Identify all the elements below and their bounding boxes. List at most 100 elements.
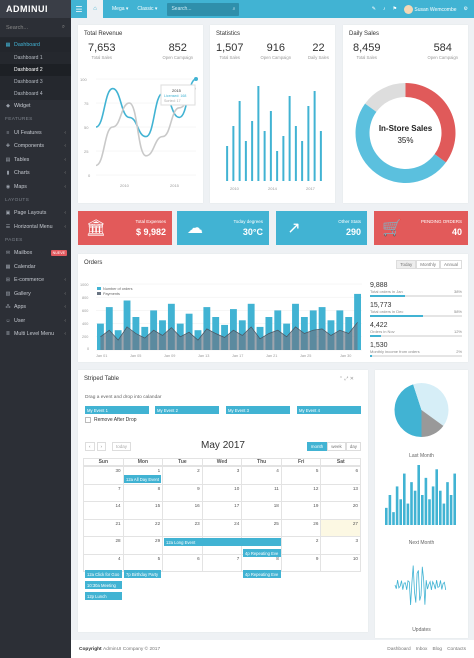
calendar-day-cell[interactable]: 4 <box>242 467 282 485</box>
tab-annual[interactable]: Annual <box>439 260 462 269</box>
draggable-event[interactable]: My Event 1 <box>85 406 149 414</box>
calendar-event[interactable]: 12a All Day Event <box>124 475 161 483</box>
calendar-day-cell[interactable]: 25 <box>242 519 282 537</box>
footer-link-blog[interactable]: Blog <box>432 646 443 652</box>
footer-link-contacts[interactable]: Contacts <box>447 646 466 652</box>
sidebar-item-page-layouts[interactable]: ▣ Page Layouts ‹ <box>5 210 66 217</box>
calendar-event[interactable]: 12p Lunch <box>85 592 122 600</box>
sidebar-item-multi-level-menu[interactable]: ≣ Multi Level Menu ‹ <box>5 331 66 338</box>
calendar-day-cell[interactable]: 7 <box>202 554 243 572</box>
next-month-button[interactable]: › <box>96 442 106 451</box>
calendar-day-cell[interactable]: 24 <box>202 519 243 537</box>
search-icon[interactable]: ⌕ <box>61 24 65 30</box>
calendar-event[interactable]: 4p Repeating Eve <box>243 549 281 557</box>
sidebar-item-tables[interactable]: ▤ Tables ‹ <box>5 156 66 163</box>
sidebar-search[interactable]: Search... ⌕ <box>0 18 71 38</box>
checkbox[interactable] <box>85 417 91 423</box>
calendar-event[interactable]: 12a Long Event <box>164 538 281 546</box>
sidebar-item-charts[interactable]: ▮ Charts ‹ <box>6 170 66 177</box>
brand-logo[interactable]: ADMINUI <box>0 0 71 18</box>
classic-menu[interactable]: Classic ▾ <box>137 6 158 12</box>
kpi-total-expenses[interactable]: 🏛 Total Expenses $ 9,982 <box>78 211 172 245</box>
tab-monthly[interactable]: Monthly <box>416 260 440 269</box>
sidebar-item-user[interactable]: ☺ User ‹ <box>5 317 66 324</box>
calendar-day-cell[interactable]: 10 <box>321 554 361 572</box>
search-icon[interactable]: ⌕ <box>232 6 236 12</box>
calendar-day-cell[interactable]: 3 <box>202 467 243 485</box>
hamburger-icon[interactable]: ☰ <box>75 4 83 14</box>
footer-link-inbox[interactable]: Inbox <box>415 646 428 652</box>
sidebar-item-horizontal-menu[interactable]: ☰ Horizontal Menu ‹ <box>5 223 66 230</box>
calendar-day-cell[interactable]: 29 <box>123 537 164 555</box>
topbar-search-input[interactable]: Search... <box>171 6 192 12</box>
view-week[interactable]: week <box>327 442 346 451</box>
calendar-day-cell[interactable]: 15 <box>123 502 164 520</box>
sidebar-item-dashboard-2[interactable]: Dashboard 2 <box>0 63 71 76</box>
flag-icon[interactable]: ⚑ <box>392 6 397 12</box>
draggable-event[interactable]: My Event 3 <box>226 406 290 414</box>
mega-menu[interactable]: Mega ▾ <box>112 6 129 12</box>
calendar-day-cell[interactable]: 17 <box>202 502 243 520</box>
calendar-day-cell[interactable]: 16 <box>163 502 203 520</box>
sidebar-search-input[interactable]: Search... <box>6 24 29 31</box>
settings-icon[interactable]: ⚙ <box>463 6 468 12</box>
calendar-day-cell[interactable]: 20 <box>321 502 361 520</box>
draggable-event[interactable]: My Event 4 <box>297 406 361 414</box>
sidebar-item-gallery[interactable]: ▧ Gallery ‹ <box>5 290 66 297</box>
calendar-day-cell[interactable]: 10 <box>202 484 243 502</box>
calendar-day-cell[interactable]: 12 <box>281 484 322 502</box>
calendar-day-cell[interactable]: 11 <box>242 484 282 502</box>
remove-after-drop[interactable]: Remove After Drop <box>85 417 137 423</box>
calendar-day-cell[interactable]: 6 <box>321 467 361 485</box>
topbar-search[interactable]: Search... ⌕ <box>167 2 240 16</box>
sidebar-item-ui-features[interactable]: ≡ UI Features ‹ <box>6 129 66 136</box>
calendar-day-cell[interactable]: 9 <box>163 484 203 502</box>
sidebar-item-dashboard[interactable]: ▦ Dashboard <box>0 38 71 52</box>
kpi-today-degrees[interactable]: ☁ Today degrees 30°C <box>177 211 269 245</box>
calendar-day-cell[interactable]: 26 <box>281 519 322 537</box>
tab-today[interactable]: Today <box>396 260 417 269</box>
calendar-day-cell[interactable]: 18 <box>242 502 282 520</box>
kpi-pending-orders[interactable]: 🛒 PENDING ORDERS 40 <box>374 211 468 245</box>
calendar-day-cell[interactable]: 28 <box>84 537 124 555</box>
calendar-event[interactable]: 4p Repeating Eve <box>243 570 281 578</box>
sidebar-item-widget[interactable]: ◆ Widget <box>6 103 31 110</box>
calendar-day-cell[interactable]: 5 <box>281 467 322 485</box>
sidebar-item-ecommerce[interactable]: ⊞ E-commerce ‹ <box>5 277 66 284</box>
calendar-day-cell[interactable]: 30 <box>84 467 124 485</box>
calendar-day-cell[interactable]: 22 <box>123 519 164 537</box>
calendar-day-cell[interactable]: 14 <box>84 502 124 520</box>
sidebar-item-dashboard-1[interactable]: Dashboard 1 <box>0 51 71 64</box>
draggable-event[interactable]: My Event 2 <box>155 406 219 414</box>
sidebar-item-maps[interactable]: ◉ Maps ‹ <box>5 183 66 190</box>
home-icon[interactable]: ⌂ <box>87 0 103 18</box>
calendar-day-cell[interactable]: 19 <box>281 502 322 520</box>
footer-link-dashboard[interactable]: Dashboard <box>387 646 411 652</box>
calendar-day-cell[interactable]: 9 <box>281 554 322 572</box>
calendar-day-cell[interactable]: 23 <box>163 519 203 537</box>
user-menu[interactable]: Susan Wemcombe <box>403 4 457 14</box>
calendar-day-cell[interactable]: 21 <box>84 519 124 537</box>
calendar-day-cell[interactable]: 3 <box>321 537 361 555</box>
kpi-other-stats[interactable]: ↗ Other Stats 290 <box>276 211 367 245</box>
today-button[interactable]: today <box>112 442 132 451</box>
calendar-day-cell[interactable]: 8 <box>123 484 164 502</box>
prev-month-button[interactable]: ‹ <box>85 442 95 451</box>
calendar-day-cell[interactable]: 13 <box>321 484 361 502</box>
card-tools[interactable]: ⌃ ⤢ ✕ <box>338 376 354 382</box>
sidebar-item-components[interactable]: ✚ Components ‹ <box>5 143 66 150</box>
calendar-day-cell[interactable]: 2 <box>163 467 203 485</box>
calendar-day-cell[interactable]: 1 <box>123 467 164 485</box>
calendar-day-cell[interactable]: 2 <box>281 537 322 555</box>
calendar-event[interactable]: 7p Birthday Party <box>124 570 161 578</box>
calendar-day-cell[interactable]: 7 <box>84 484 124 502</box>
sidebar-item-calendar[interactable]: ▦ Calendar <box>5 263 36 270</box>
sidebar-item-apps[interactable]: ⁂ Apps ‹ <box>5 304 67 311</box>
tools-icon[interactable]: ✎ <box>371 6 376 12</box>
calendar-event[interactable]: 10:30a Meeting <box>85 581 122 589</box>
calendar-event[interactable]: 12a Click for Goo <box>85 570 122 578</box>
sidebar-item-dashboard-4[interactable]: Dashboard 4 <box>0 87 71 100</box>
calendar-day-cell[interactable]: 6 <box>163 554 203 572</box>
view-day[interactable]: day <box>345 442 361 451</box>
bell-icon[interactable]: ♪ <box>382 6 386 12</box>
